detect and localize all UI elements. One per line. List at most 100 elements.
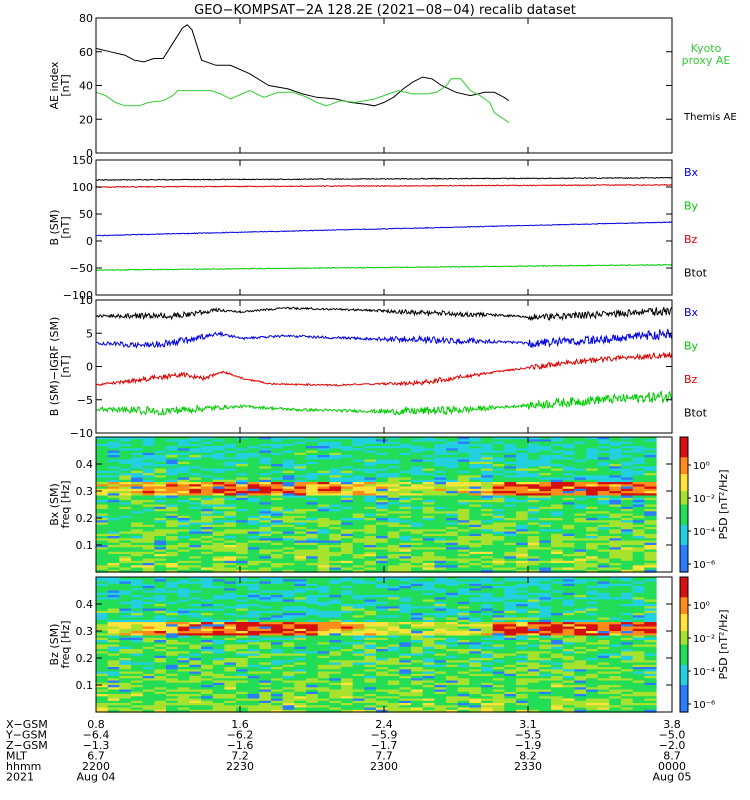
spectrogram-cell (201, 658, 214, 661)
spectrogram-cell (341, 461, 354, 465)
spectrogram-cell (539, 452, 552, 456)
spectrogram-cell (259, 479, 272, 483)
spectrogram-cell (142, 545, 155, 548)
spectrogram-cell (236, 448, 249, 452)
spectrogram-cell (632, 446, 645, 449)
spectrogram-cell (434, 646, 447, 650)
spectrogram-cell (107, 527, 120, 530)
spectrogram-cell (457, 664, 470, 668)
spectrogram-cell (212, 533, 225, 537)
spectrogram-cell (434, 518, 447, 521)
y-tick-label: 0.2 (76, 512, 94, 525)
spectrogram-cell (562, 604, 575, 607)
spectrogram-cell (504, 515, 517, 519)
spectrogram-cell (107, 443, 120, 447)
spectrogram-cell (527, 628, 540, 632)
spectrogram-cell (376, 486, 389, 490)
spectrogram-cell (119, 497, 132, 501)
spectrogram-cell (492, 531, 505, 535)
spectrogram-cell (481, 504, 494, 508)
spectrogram-cell (551, 635, 564, 639)
spectrogram-cell (422, 563, 435, 566)
spectrogram-cell (201, 443, 214, 447)
spectrogram-cell (329, 662, 342, 666)
colorbar-segment (680, 555, 688, 560)
spectrogram-cell (247, 457, 260, 461)
spectrogram-cell (434, 473, 447, 476)
spectrogram-cell (236, 493, 249, 497)
spectrogram-cell (399, 581, 412, 585)
y-tick-label: −100 (63, 289, 93, 302)
spectrogram-cell (387, 533, 400, 537)
spectrogram-cell (166, 511, 179, 515)
spectrogram-cell (469, 604, 482, 607)
spectrogram-cell (306, 586, 319, 589)
spectrogram-cell (376, 482, 389, 485)
spectrogram-cell (329, 439, 342, 443)
spectrogram-cell (177, 592, 190, 596)
spectrogram-cell (376, 457, 389, 461)
spectrogram-cell (621, 628, 634, 632)
spectrogram-cell (96, 556, 109, 560)
spectrogram-cell (306, 491, 319, 494)
spectrogram-cell (224, 608, 237, 612)
spectrogram-cell (504, 579, 517, 583)
spectrogram-cell (516, 477, 529, 481)
spectrogram-cell (422, 515, 435, 519)
spectrogram-cell (341, 579, 354, 583)
spectrogram-cell (422, 491, 435, 494)
spectrogram-cell (574, 653, 587, 657)
spectrogram-cell (294, 658, 307, 661)
spectrogram-cell (492, 443, 505, 447)
colorbar-segment (680, 538, 688, 543)
spectrogram-cell (306, 513, 319, 517)
spectrogram-cell (247, 626, 260, 630)
spectrogram-cell (632, 475, 645, 479)
spectrogram-cell (329, 622, 342, 625)
spectrogram-cell (457, 590, 470, 594)
spectrogram-cell (562, 448, 575, 452)
spectrogram-cell (352, 644, 365, 648)
spectrogram-cell (399, 520, 412, 524)
spectrogram-cell (516, 437, 529, 440)
spectrogram-cell (422, 595, 435, 598)
spectrogram-cell (247, 470, 260, 474)
spectrogram-cell (399, 653, 412, 657)
spectrogram-cell (236, 635, 249, 639)
spectrogram-cell (597, 459, 610, 463)
spectrogram-cell (224, 633, 237, 637)
spectrogram-cell (341, 660, 354, 664)
spectrogram-cell (247, 443, 260, 447)
spectrogram-cell (457, 509, 470, 512)
spectrogram-cell (411, 502, 424, 506)
spectrogram-cell (131, 509, 144, 512)
spectrogram-cell (516, 640, 529, 643)
spectrogram-cell (329, 513, 342, 517)
spectrogram-cell (644, 536, 657, 539)
spectrogram-cell (516, 515, 529, 519)
spectrogram-cell (329, 531, 342, 535)
spectrogram-cell (131, 615, 144, 619)
spectrogram-cell (434, 640, 447, 643)
spectrogram-cell (574, 558, 587, 562)
spectrogram-cell (189, 615, 202, 619)
spectrogram-cell (527, 511, 540, 515)
spectrogram-cell (434, 658, 447, 661)
spectrogram-cell (504, 624, 517, 628)
spectrogram-cell (329, 459, 342, 463)
spectrogram-cell (586, 461, 599, 465)
spectrogram-cell (236, 511, 249, 515)
spectrogram-cell (119, 522, 132, 526)
spectrogram-cell (492, 439, 505, 443)
colorbar-segment (680, 514, 688, 519)
spectrogram-cell (621, 502, 634, 506)
spectrogram-cell (364, 569, 377, 573)
spectrogram-cell (481, 457, 494, 461)
spectrogram-cell (469, 619, 482, 623)
spectrogram-cell (306, 486, 319, 490)
spectrogram-cell (189, 622, 202, 625)
spectrogram-cell (341, 475, 354, 479)
spectrogram-cell (317, 624, 330, 628)
spectrogram-cell (177, 533, 190, 537)
spectrogram-cell (247, 569, 260, 573)
